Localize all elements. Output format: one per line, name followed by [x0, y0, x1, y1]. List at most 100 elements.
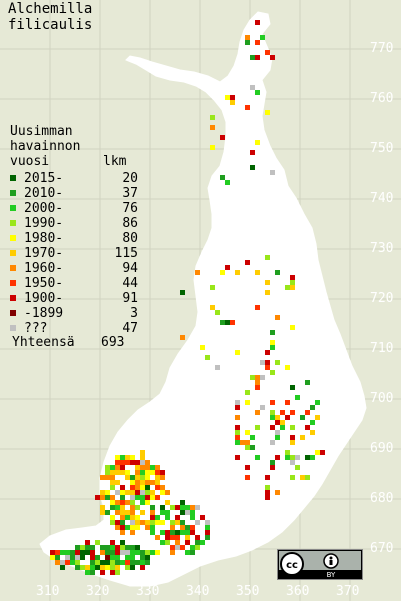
- x-tick-label: 350: [236, 584, 260, 599]
- observation-square: [165, 500, 170, 505]
- observation-square: [75, 550, 80, 555]
- observation-square: [140, 480, 145, 485]
- observation-square: [290, 280, 295, 285]
- observation-square: [135, 505, 140, 510]
- observation-square: [135, 545, 140, 550]
- observation-square: [300, 435, 305, 440]
- observation-square: [115, 465, 120, 470]
- y-tick-label: 730: [370, 241, 394, 256]
- observation-square: [255, 90, 260, 95]
- observation-square: [120, 485, 125, 490]
- species-name-line1: Alchemilla: [8, 1, 93, 17]
- observation-square: [115, 460, 120, 465]
- observation-square: [165, 540, 170, 545]
- observation-square: [260, 35, 265, 40]
- observation-square: [110, 480, 115, 485]
- observation-square: [220, 135, 225, 140]
- observation-square: [115, 510, 120, 515]
- license-badge[interactable]: cc BY: [277, 549, 363, 580]
- observation-square: [270, 340, 275, 345]
- legend-item: 1970- 115: [10, 246, 150, 261]
- observation-square: [195, 505, 200, 510]
- observation-square: [290, 460, 295, 465]
- observation-square: [265, 360, 270, 365]
- observation-square: [270, 400, 275, 405]
- observation-square: [155, 495, 160, 500]
- observation-square: [290, 385, 295, 390]
- legend-item: -1899 3: [10, 306, 150, 321]
- observation-square: [295, 395, 300, 400]
- observation-square: [235, 455, 240, 460]
- legend-count: 47: [122, 321, 138, 336]
- observation-square: [125, 455, 130, 460]
- observation-square: [185, 535, 190, 540]
- observation-square: [150, 530, 155, 535]
- observation-square: [145, 480, 150, 485]
- observation-square: [75, 545, 80, 550]
- x-tick-label: 340: [186, 584, 210, 599]
- observation-square: [95, 560, 100, 565]
- legend-count: 37: [122, 186, 138, 201]
- observation-square: [120, 510, 125, 515]
- observation-square: [190, 550, 195, 555]
- observation-square: [85, 540, 90, 545]
- observation-square: [130, 550, 135, 555]
- observation-square: [180, 520, 185, 525]
- observation-square: [135, 480, 140, 485]
- observation-square: [165, 530, 170, 535]
- observation-square: [245, 475, 250, 480]
- observation-square: [130, 520, 135, 525]
- legend-swatch: [10, 175, 16, 181]
- observation-square: [305, 380, 310, 385]
- x-tick-label: 320: [86, 584, 110, 599]
- observation-square: [100, 510, 105, 515]
- observation-square: [105, 545, 110, 550]
- legend-count: 44: [122, 276, 138, 291]
- observation-square: [160, 510, 165, 515]
- observation-square: [275, 455, 280, 460]
- x-tick-label: 330: [136, 584, 160, 599]
- observation-square: [250, 435, 255, 440]
- observation-square: [75, 565, 80, 570]
- legend-year-label: 2000-: [24, 201, 64, 216]
- observation-square: [70, 550, 75, 555]
- observation-square: [270, 425, 275, 430]
- observation-square: [265, 485, 270, 490]
- observation-square: [115, 470, 120, 475]
- observation-square: [125, 490, 130, 495]
- observation-square: [115, 520, 120, 525]
- observation-square: [85, 545, 90, 550]
- y-tick-label: 720: [370, 291, 394, 306]
- observation-square: [175, 530, 180, 535]
- observation-square: [105, 475, 110, 480]
- observation-square: [250, 150, 255, 155]
- observation-square: [190, 530, 195, 535]
- observation-square: [135, 525, 140, 530]
- observation-square: [160, 475, 165, 480]
- observation-square: [280, 420, 285, 425]
- observation-square: [105, 550, 110, 555]
- observation-square: [135, 495, 140, 500]
- observation-square: [140, 475, 145, 480]
- observation-square: [160, 530, 165, 535]
- legend-year-label: 1990-: [24, 216, 64, 231]
- observation-square: [145, 555, 150, 560]
- observation-square: [175, 515, 180, 520]
- observation-square: [120, 520, 125, 525]
- observation-square: [160, 505, 165, 510]
- observation-square: [100, 495, 105, 500]
- observation-square: [140, 510, 145, 515]
- observation-square: [220, 270, 225, 275]
- cc-by-logo: cc BY: [279, 551, 361, 579]
- observation-square: [115, 550, 120, 555]
- observation-square: [135, 560, 140, 565]
- observation-square: [245, 440, 250, 445]
- observation-square: [260, 375, 265, 380]
- observation-square: [255, 425, 260, 430]
- observation-square: [135, 490, 140, 495]
- observation-square: [105, 490, 110, 495]
- legend-count: 80: [122, 231, 138, 246]
- observation-square: [270, 440, 275, 445]
- observation-square: [195, 545, 200, 550]
- observation-square: [255, 40, 260, 45]
